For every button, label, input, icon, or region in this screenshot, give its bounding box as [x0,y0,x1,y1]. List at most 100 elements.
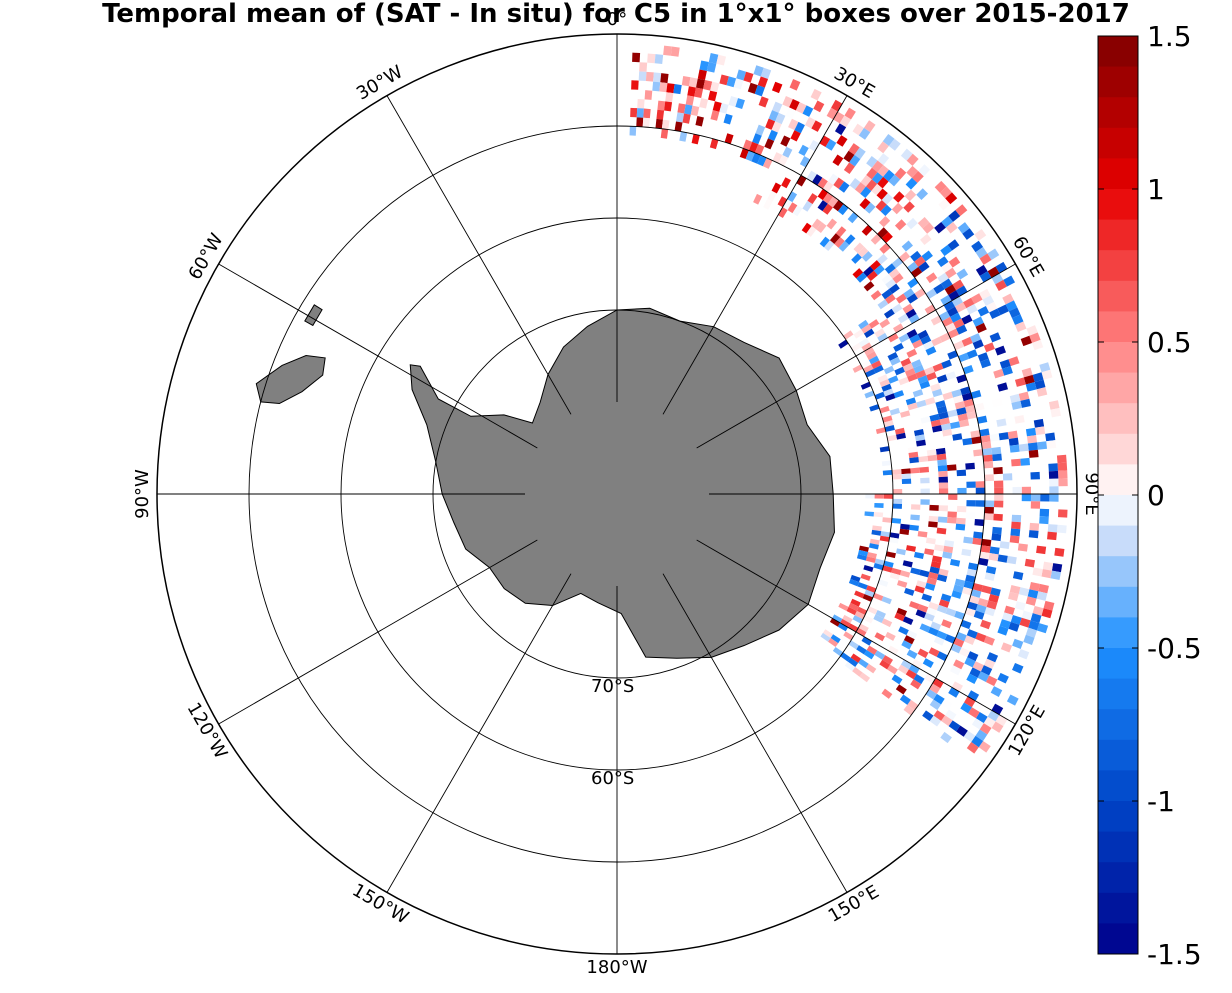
data-box [948,687,960,698]
colorbar-segment [1098,250,1138,282]
data-box [1006,694,1019,706]
data-box [834,123,847,136]
data-box [915,369,927,379]
data-box [863,266,874,277]
data-box [767,129,778,142]
data-box [910,504,921,510]
data-box [757,155,767,167]
data-box [666,83,675,94]
data-box [977,306,990,317]
data-box [810,88,822,101]
data-box [956,407,967,416]
data-box [743,71,754,83]
data-box [975,487,985,494]
data-box [953,659,965,670]
data-box [889,356,901,366]
data-box [679,131,688,142]
data-box [972,583,983,592]
data-box [997,672,1009,684]
data-box [1008,437,1019,446]
data-box [832,154,844,167]
data-box [838,241,850,252]
colorbar-tick-label: -0.5 [1147,632,1202,665]
data-box [742,139,753,151]
data-box [853,632,864,641]
data-box [967,562,979,571]
data-box [914,288,926,299]
data-box [957,413,968,422]
data-box [829,233,841,245]
data-box [747,82,758,94]
data-box [1029,332,1041,343]
data-box [848,623,859,632]
data-box [870,290,882,301]
data-box [859,545,869,552]
data-box [999,541,1010,550]
data-box [946,517,957,524]
data-box [708,53,719,64]
data-box [864,589,875,598]
data-box [939,417,950,426]
data-box [899,570,911,578]
data-box [966,568,977,577]
data-box [901,468,911,475]
data-box [903,635,915,645]
data-box [850,598,861,607]
data-box [780,135,791,147]
data-box [861,324,872,334]
data-box [879,216,891,228]
data-box [632,52,641,63]
data-box [936,405,948,414]
data-box [883,308,895,319]
data-box [1003,275,1016,287]
data-box [951,389,962,398]
data-box [871,183,883,196]
data-box [910,567,921,575]
data-box [1039,508,1050,517]
data-box [938,488,949,494]
data-box [919,623,931,633]
data-box [991,398,1003,408]
data-box [789,98,800,111]
data-box [977,671,990,682]
data-box [908,451,919,459]
data-box [973,455,984,463]
data-box [882,565,893,573]
data-box [1046,440,1057,449]
data-box [862,614,874,624]
data-box [865,556,876,564]
data-box [877,299,889,310]
data-box [1025,596,1037,606]
data-box [953,637,965,648]
data-box [1019,617,1031,628]
data-box [1041,608,1053,619]
data-box [975,729,988,741]
data-box [971,436,982,445]
data-box [983,635,995,646]
data-box [1051,563,1063,573]
data-box [899,410,911,418]
data-box [975,247,988,259]
colorbar-segment [1098,403,1138,435]
data-box [954,578,966,587]
data-box [1028,620,1040,631]
data-box [856,554,867,561]
data-box [771,121,782,133]
data-box [1050,407,1061,418]
data-box [1020,398,1031,408]
data-box [956,285,968,297]
data-box [894,427,905,435]
data-box [909,334,921,344]
data-box [838,181,850,193]
data-box [936,630,948,640]
data-box [1048,470,1059,479]
data-box [922,658,934,668]
data-box [772,101,783,113]
data-box [1015,321,1027,333]
data-box [863,328,875,338]
data-box [903,704,915,716]
data-box [699,60,709,72]
data-box [909,600,920,610]
data-box [882,517,892,523]
data-box [946,306,959,317]
